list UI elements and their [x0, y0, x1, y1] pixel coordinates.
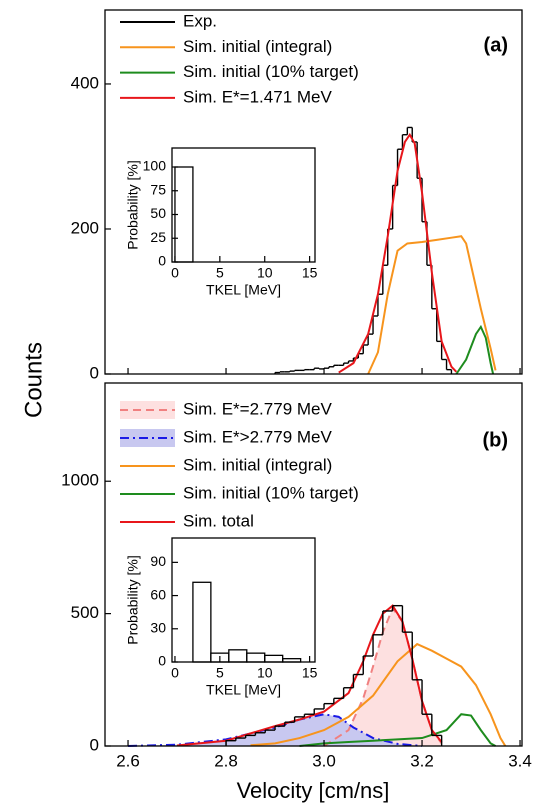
- legend-label: Sim. E*=1.471 MeV: [183, 87, 332, 106]
- x-tick-label: 0: [171, 265, 179, 281]
- x-axis-label: TKEL [MeV]: [206, 682, 281, 698]
- x-tick-label: 2.6: [116, 751, 140, 770]
- frame: [104, 382, 523, 747]
- y-tick-label: 0: [90, 735, 99, 754]
- x-axis-label: Velocity [cm/ns]: [237, 778, 390, 803]
- panel-label: (a): [484, 34, 508, 56]
- y-tick-label: 100: [143, 158, 167, 174]
- line: [455, 324, 495, 375]
- x-tick-label: 15: [302, 665, 318, 681]
- x-tick-label: 5: [216, 265, 224, 281]
- area: [324, 608, 442, 746]
- y-tick-label: 400: [71, 73, 99, 92]
- legend-label: Sim. total: [183, 511, 254, 530]
- legend-label: Exp.: [183, 11, 217, 30]
- line: [367, 235, 497, 375]
- x-tick-label: 10: [257, 265, 273, 281]
- inset-background: [172, 538, 315, 662]
- y-tick-label: 200: [71, 218, 99, 237]
- y-tick-label: 60: [150, 586, 166, 602]
- y-axis-label: Counts: [20, 342, 47, 418]
- x-tick-label: 5: [216, 665, 224, 681]
- x-tick-label: 3.2: [410, 751, 434, 770]
- y-tick-label: 50: [150, 205, 166, 221]
- x-tick-label: 2.8: [214, 751, 238, 770]
- legend-label: Sim. E*>2.779 MeV: [183, 427, 332, 446]
- inset-background: [172, 148, 315, 262]
- legend-label: Sim. initial (10% target): [183, 483, 359, 502]
- y-tick-label: 500: [71, 603, 99, 622]
- x-tick-label: 3.0: [312, 751, 336, 770]
- line: [250, 642, 507, 747]
- y-tick-label: 75: [150, 181, 166, 197]
- legend-label: Sim. E*=2.779 MeV: [183, 399, 332, 418]
- legend-label: Sim. initial (10% target): [183, 62, 359, 81]
- frame: [104, 9, 523, 375]
- y-tick-label: 0: [90, 363, 99, 382]
- x-tick-label: 0: [171, 665, 179, 681]
- x-tick-label: 3.4: [508, 751, 532, 770]
- x-tick-label: 15: [302, 265, 318, 281]
- y-tick-label: 25: [150, 229, 166, 245]
- y-tick-label: 1000: [61, 471, 99, 490]
- y-axis-label: Probability [%]: [125, 555, 141, 644]
- y-tick-label: 0: [158, 253, 166, 269]
- legend-label: Sim. initial (integral): [183, 37, 332, 56]
- frame: [171, 537, 316, 663]
- x-axis-label: TKEL [MeV]: [206, 282, 281, 298]
- line: [128, 713, 423, 747]
- y-axis-label: Probability [%]: [125, 160, 141, 249]
- legend-label: Sim. initial (integral): [183, 455, 332, 474]
- frame: [171, 147, 316, 263]
- line: [338, 132, 458, 374]
- y-tick-label: 0: [158, 653, 166, 669]
- x-tick-label: 10: [257, 665, 273, 681]
- panel-label: (b): [482, 429, 508, 451]
- y-tick-label: 90: [150, 553, 166, 569]
- y-tick-label: 30: [150, 619, 166, 635]
